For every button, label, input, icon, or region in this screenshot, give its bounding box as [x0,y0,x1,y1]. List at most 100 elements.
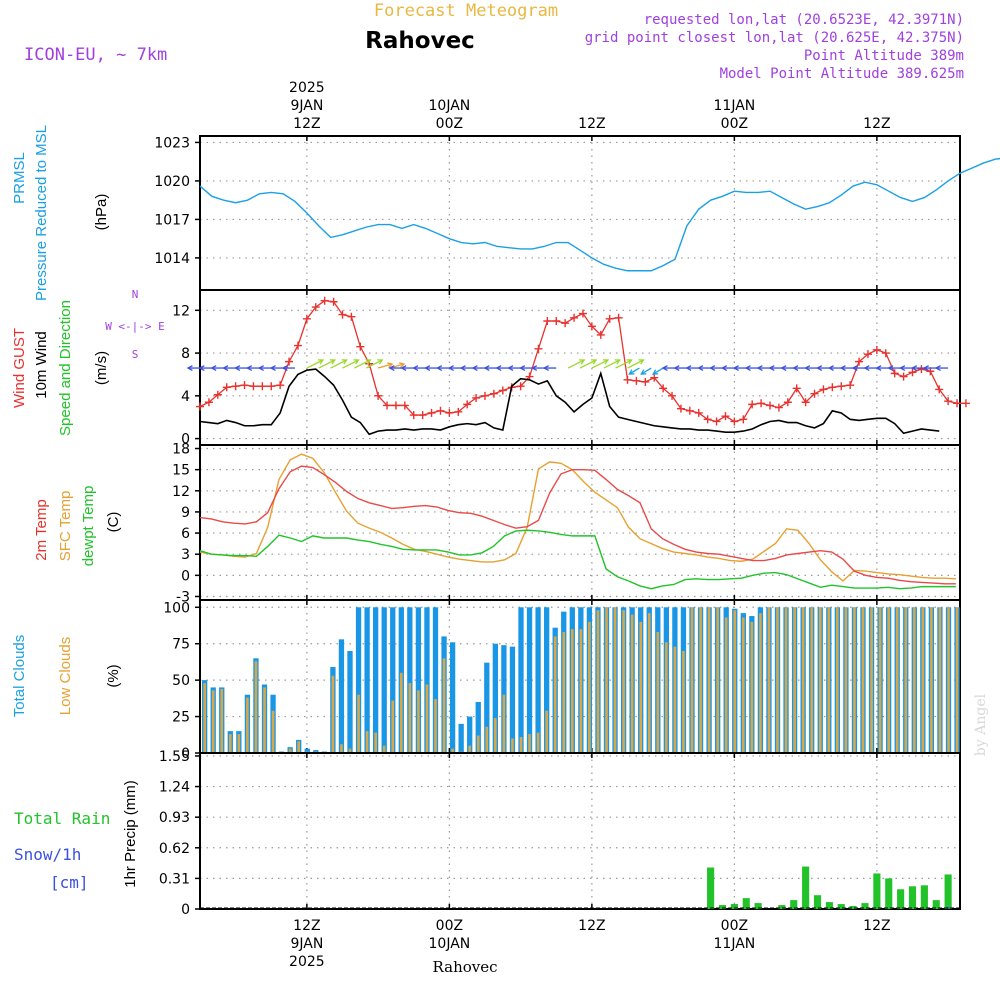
bottom-time-axis: 12Z9JAN202500Z10JAN12Z00Z11JAN12Z00Z12JA… [289,918,1000,970]
gust-point [890,369,899,378]
y-tick-label: 9 [181,505,190,521]
top-time-label: 10JAN [429,98,471,114]
total-cloud-bar [373,607,379,753]
gust-point [917,365,926,374]
gust-point [623,375,632,384]
total-rain-label: Total Rain [14,809,110,828]
rain-bar [944,874,952,909]
compass-s: S [132,348,139,361]
wind-panel: 0 4 8 12 [172,289,970,448]
gust-point [561,319,570,328]
low-cloud-bar [340,744,343,753]
gust-point [570,313,579,322]
top-time-label: 12JAN [999,98,1000,114]
low-cloud-bar [810,607,814,753]
low-cloud-bar [246,697,249,753]
watermark: by Angel [973,693,989,756]
low-cloud-bar [647,613,651,753]
wind-arrow-head [628,369,635,375]
top-time-label: 12Z [293,116,320,132]
low-cloud-bar [348,748,352,753]
low-cloud-bar [887,607,890,753]
wind-arrow-head [246,365,253,372]
wind-panel-labels: Wind GUST 10m Wind Speed and Direction (… [11,288,165,436]
gust-point [347,312,356,321]
total-cloud-bar [458,723,464,753]
y-tick-label: 0.93 [159,810,190,826]
low-cloud-bar [399,672,403,753]
low-cloud-bar [947,607,950,753]
y-tick-label: 15 [172,463,190,479]
low-cloud-bar [570,629,574,753]
wind-arrow-head [459,365,466,372]
low-cloud-bar [827,607,831,753]
low-cloud-bar [853,607,856,753]
gust-point [222,383,231,392]
low-cloud-bar [930,607,933,753]
sfc-temp-line [199,453,956,582]
wind-arrow-head [780,365,787,372]
gust-point [703,415,712,424]
gust-point [204,398,213,407]
low-cloud-bar [579,629,583,753]
gust-point [596,330,605,339]
wind-arrow-head [756,365,763,372]
wind-direction-arrow [652,367,664,375]
low-cloud-bar [938,607,942,753]
total-cloud-bar [415,607,422,753]
total-cloud-bar [544,607,550,753]
wind-arrow-head [792,365,799,372]
wind-arrow-head [590,359,598,365]
snow-bar [946,907,950,909]
wind-direction-arrow [615,359,632,369]
y-tick-label: 1020 [154,174,190,190]
gust-point [694,408,703,417]
gust-point [632,376,641,385]
gust-point [240,381,249,390]
total-clouds-label: Total Clouds [11,635,28,718]
low-cloud-bar [365,731,369,753]
wind-arrow-head [875,365,882,372]
low-cloud-bar [699,607,702,753]
dewpt-label: dewpt Temp [80,486,97,567]
gust-point [712,417,721,426]
gust-point [587,322,596,331]
precip-unit: 1hr Precip (mm) [122,780,139,888]
low-cloud-bar [237,734,241,753]
low-cloud-bar [639,621,643,753]
total-cloud-bar [467,716,473,753]
low-cloud-bar [211,690,215,753]
wind-arrow-head [341,359,348,365]
total-cloud-bar [526,607,533,753]
total-cloud-bar [304,748,310,753]
compass-n: N [132,288,139,301]
low-cloud-bar [682,651,685,753]
total-cloud-bar [449,642,456,753]
low-cloud-bar [878,607,882,753]
wind-arrow-head [614,359,621,365]
bottom-time-label: 11JAN [714,936,756,952]
gust-point [445,408,454,417]
pressure-panel: 1014 1017 1020 1023 [154,135,1000,291]
wind-arrow-head [186,365,193,372]
rain-bar [837,904,845,909]
gust-point [383,401,392,410]
y-tick-label: 1.55 [159,749,190,765]
low-cloud-bar [442,658,446,753]
footer-location: Rahovec [432,958,497,976]
temp-panel-labels: 2m Temp SFC Temp dewpt Temp (C) [33,486,122,567]
low-cloud-bar [553,636,557,753]
wind-arrow-head [353,359,360,365]
wind-arrow-head [447,365,454,372]
wind-direction-arrow [579,359,597,369]
gust-point [436,406,445,415]
temp-2m-label: 2m Temp [33,499,50,560]
bottom-time-label: 00Z [436,918,463,934]
low-cloud-bar [562,632,566,753]
total-cloud-bar [535,607,541,753]
total-cloud-bar [484,662,490,753]
low-cloud-bar [374,732,377,753]
gust-point [944,397,953,406]
gust-point [276,381,285,390]
